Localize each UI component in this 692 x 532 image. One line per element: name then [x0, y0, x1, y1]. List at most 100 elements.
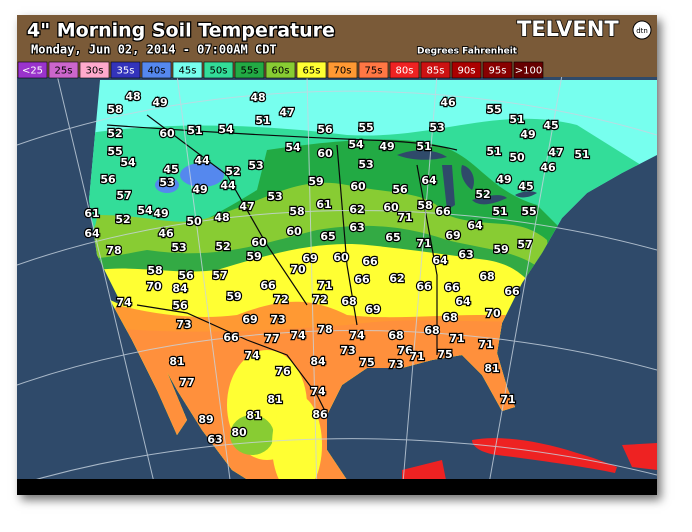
station-reading: 71: [397, 211, 412, 224]
station-reading: 68: [479, 270, 494, 283]
station-reading: 81: [169, 355, 184, 368]
legend-label: 75s: [365, 66, 383, 77]
station-reading: 72: [312, 293, 327, 306]
station-reading: 49: [153, 207, 168, 220]
station-reading: 77: [264, 332, 279, 345]
station-reading: 66: [416, 280, 432, 293]
legend-label: <25: [22, 66, 43, 77]
station-reading: 56: [178, 269, 194, 282]
legend-label: 65s: [303, 66, 321, 77]
station-reading: 66: [504, 285, 520, 298]
station-reading: 51: [416, 140, 431, 153]
lakes: [397, 150, 537, 210]
station-reading: 63: [349, 221, 364, 234]
station-reading: 60: [159, 127, 175, 140]
legend-label: 60s: [272, 66, 290, 77]
station-reading: 70: [485, 307, 501, 320]
station-reading: 60: [383, 201, 399, 214]
legend-swatch: [482, 61, 513, 79]
station-reading: 80: [231, 426, 247, 439]
station-reading: 65: [385, 231, 400, 244]
station-reading: 54: [285, 141, 301, 154]
station-reading: 71: [500, 393, 515, 406]
station-reading: 47: [239, 200, 254, 213]
station-reading: 58: [417, 199, 432, 212]
station-reading: 62: [389, 272, 404, 285]
station-reading: 66: [435, 205, 451, 218]
station-reading: 52: [225, 165, 240, 178]
map: 4" Morning Soil Temperature Monday, Jun …: [17, 15, 657, 495]
station-reading: 57: [116, 189, 131, 202]
graticule: [17, 74, 657, 495]
station-reading: 46: [440, 96, 456, 109]
footer-band: [17, 479, 657, 495]
station-reading: 66: [260, 279, 276, 292]
station-reading: 64: [84, 227, 100, 240]
station-reading: 74: [310, 385, 326, 398]
station-reading: 50: [509, 151, 525, 164]
legend-label: 85s: [427, 66, 445, 77]
station-reading: 71: [449, 332, 464, 345]
station-reading: 60: [350, 180, 366, 193]
station-reading: 69: [365, 303, 380, 316]
legend-label: 45s: [179, 66, 197, 77]
brand: TELVENT: [517, 17, 619, 41]
station-reading: 55: [107, 145, 122, 158]
station-reading: 66: [223, 331, 239, 344]
station-reading: 59: [226, 290, 241, 303]
legend-swatch: [79, 61, 110, 79]
station-reading: 72: [273, 293, 288, 306]
legend-swatch: [420, 61, 451, 79]
brand-badge-circle: [632, 20, 652, 40]
station-reading: 68: [424, 324, 439, 337]
legend-swatch: [203, 61, 234, 79]
station-reading: 53: [248, 159, 263, 172]
station-reading: 46: [158, 227, 174, 240]
station-reading: 51: [187, 124, 202, 137]
legend-swatch: [234, 61, 265, 79]
station-reading: 44: [220, 179, 236, 192]
station-reading: 70: [290, 263, 306, 276]
station-reading: 58: [289, 205, 304, 218]
station-reading: 56: [317, 123, 333, 136]
station-reading: 60: [317, 147, 333, 160]
legend-label: 70s: [334, 66, 352, 77]
station-reading: 57: [517, 238, 532, 251]
station-reading: 86: [312, 408, 328, 421]
station-reading: 68: [341, 295, 356, 308]
station-reading: 52: [475, 188, 490, 201]
station-reading: 55: [486, 103, 501, 116]
station-reading: 71: [416, 237, 431, 250]
station-reading: 81: [484, 362, 499, 375]
legend-label: 30s: [86, 66, 104, 77]
subtitle: Monday, Jun 02, 2014 - 07:00AM CDT: [31, 43, 277, 57]
station-reading: 64: [432, 254, 448, 267]
legend-label: 35s: [117, 66, 135, 77]
station-reading: 74: [244, 349, 260, 362]
legend-label: 55s: [241, 66, 259, 77]
station-reading: 76: [397, 344, 413, 357]
station-reading: 78: [317, 323, 332, 336]
station-reading: 45: [518, 180, 533, 193]
station-reading: 66: [362, 255, 378, 268]
station-reading: 66: [444, 281, 460, 294]
station-reading: 84: [310, 355, 326, 368]
station-reading: 89: [198, 413, 213, 426]
station-reading: 53: [267, 190, 282, 203]
legend-label: 50s: [210, 66, 228, 77]
station-reading: 75: [359, 356, 374, 369]
station-reading: 50: [186, 215, 202, 228]
station-reading: 47: [548, 146, 563, 159]
legend-swatch: [110, 61, 141, 79]
station-reading: 71: [317, 279, 332, 292]
station-reading: 62: [349, 203, 364, 216]
station-reading: 52: [215, 240, 230, 253]
brand-badge: dtn: [636, 27, 648, 35]
station-reading: 76: [275, 365, 291, 378]
station-reading: 47: [279, 106, 294, 119]
legend-swatch: [296, 61, 327, 79]
legend-swatch: [172, 61, 203, 79]
station-reading: 48: [214, 211, 229, 224]
legend-swatch: [17, 61, 48, 79]
